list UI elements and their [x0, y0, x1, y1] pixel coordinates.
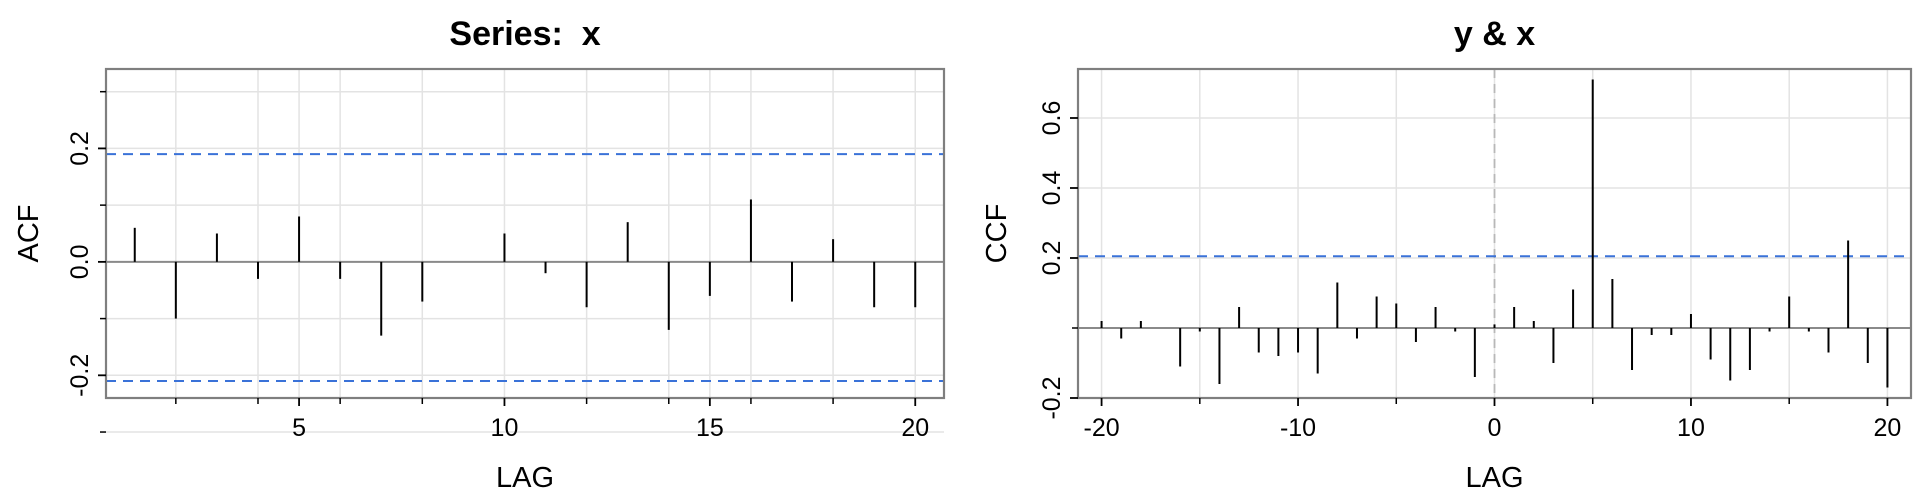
- x-tick-label: 10: [491, 414, 519, 442]
- ccf-chart: -20 -10 0 10 20 -0.2 0.2 0.4 0.6 y & x LAG CCF: [981, 15, 1913, 494]
- chart-title: y & x: [1454, 15, 1535, 53]
- chart-title: Series: x: [449, 15, 600, 53]
- x-tick-label: 20: [1874, 414, 1902, 442]
- y-tick-label: 0.6: [1038, 101, 1066, 136]
- acf-chart: 5 10 15 20 -0.2 0.0 0.2 Series: x LAG ACF: [13, 15, 946, 494]
- x-tick-label: 10: [1677, 414, 1705, 442]
- y-axis-label: CCF: [981, 204, 1013, 264]
- plot-frame: [104, 67, 946, 400]
- y-tick-label: -0.2: [1038, 376, 1066, 419]
- x-tick-label: 0: [1488, 414, 1502, 442]
- x-axis-label: LAG: [1465, 462, 1523, 494]
- y-axis-label: ACF: [13, 205, 45, 263]
- y-tick-label: 0.0: [66, 244, 94, 279]
- x-tick-label: -10: [1280, 414, 1316, 442]
- y-tick-label: -0.2: [66, 354, 94, 397]
- x-tick-label: -20: [1084, 414, 1120, 442]
- y-tick-label: 0.4: [1038, 171, 1066, 206]
- x-axis-label: LAG: [496, 462, 554, 494]
- x-tick-label: 15: [696, 414, 724, 442]
- x-tick-label: 20: [901, 414, 929, 442]
- y-tick-label: 0.2: [66, 131, 94, 166]
- y-tick-label: 0.2: [1038, 241, 1066, 276]
- x-tick-label: 5: [292, 414, 306, 442]
